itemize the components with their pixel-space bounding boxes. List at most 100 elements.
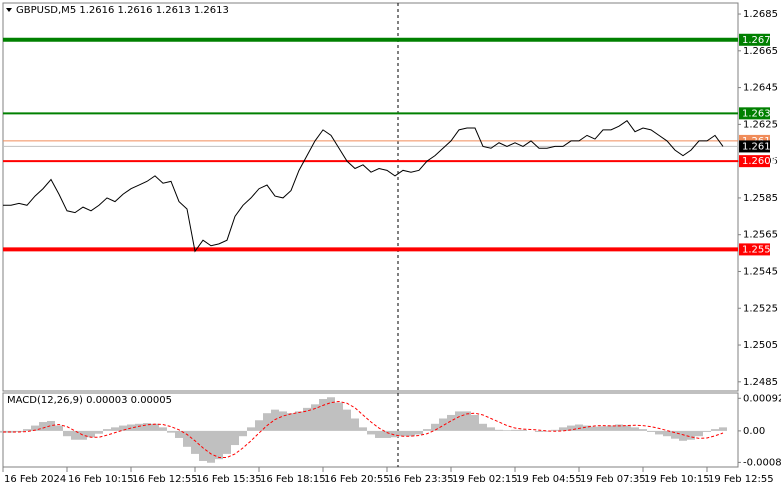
macd-bar xyxy=(703,430,711,432)
macd-bar xyxy=(167,430,175,433)
level-label-box xyxy=(739,33,770,46)
level-label: 1.2557 xyxy=(742,244,777,255)
x-tick-label: 16 Feb 20:55 xyxy=(324,474,390,485)
macd-bar xyxy=(471,414,479,431)
level-label-box xyxy=(739,107,770,120)
macd-bar xyxy=(551,429,559,431)
macd-bar xyxy=(543,430,551,432)
macd-bar xyxy=(367,430,375,435)
macd-bar xyxy=(95,430,103,434)
level-label: 1.2671 xyxy=(742,35,777,46)
y-tick-label: 1.2685 xyxy=(743,9,778,20)
macd-bar xyxy=(15,430,23,432)
macd-bar xyxy=(607,425,615,431)
macd-bar xyxy=(567,425,575,431)
macd-bar xyxy=(31,425,39,431)
macd-bar xyxy=(319,399,327,431)
macd-bar xyxy=(655,430,663,435)
macd-bar xyxy=(463,411,471,431)
macd-bar xyxy=(431,423,439,431)
macd-bar xyxy=(47,420,55,431)
y-tick-label: 1.2625 xyxy=(743,119,778,130)
macd-bar xyxy=(479,423,487,431)
macd-bar xyxy=(143,423,151,431)
macd-bar xyxy=(575,424,583,431)
level-label: 1.2613 xyxy=(742,141,777,152)
level-label-box xyxy=(739,155,770,168)
macd-bar xyxy=(183,430,191,447)
macd-panel xyxy=(2,392,739,468)
x-tick-label: 16 Feb 23:35 xyxy=(388,474,454,485)
macd-bar xyxy=(503,430,511,431)
macd-bar xyxy=(679,430,687,441)
macd-bar xyxy=(199,430,207,461)
macd-bar xyxy=(583,425,591,431)
macd-bar xyxy=(647,430,655,432)
macd-bar xyxy=(175,430,183,438)
macd-bar xyxy=(239,430,247,437)
x-tick-label: 19 Feb 12:55 xyxy=(708,474,774,485)
x-tick-label: 19 Feb 04:55 xyxy=(516,474,582,485)
macd-bar xyxy=(247,427,255,431)
macd-bar xyxy=(415,430,423,435)
macd-bar xyxy=(391,430,399,438)
level-label-box xyxy=(739,243,770,256)
level-label-box xyxy=(739,140,770,153)
macd-bar xyxy=(39,422,47,431)
x-tick-label: 19 Feb 10:15 xyxy=(644,474,710,485)
macd-bar xyxy=(695,430,703,437)
x-tick-label: 19 Feb 02:15 xyxy=(452,474,518,485)
y-tick-label: -0.00089 xyxy=(743,457,781,468)
x-tick-label: 16 Feb 10:15 xyxy=(68,474,134,485)
macd-bar xyxy=(535,430,543,432)
macd-bar xyxy=(495,429,503,431)
macd-bar xyxy=(671,430,679,439)
macd-bar xyxy=(359,427,367,431)
macd-bar xyxy=(399,430,407,437)
macd-bar xyxy=(511,429,519,431)
macd-bar xyxy=(231,430,239,446)
macd-bar xyxy=(103,429,111,431)
macd-bar xyxy=(63,430,71,437)
y-tick-label: 1.2645 xyxy=(743,83,778,94)
y-tick-label: 1.2665 xyxy=(743,46,778,57)
macd-bar xyxy=(631,427,639,431)
macd-bar xyxy=(383,430,391,438)
price-panel xyxy=(2,2,739,392)
macd-bar xyxy=(263,413,271,431)
macd-bar xyxy=(71,430,79,440)
macd-bar xyxy=(207,430,215,463)
macd-bar xyxy=(559,427,567,431)
macd-bar xyxy=(135,423,143,431)
y-tick-label: 0.00 xyxy=(743,426,765,437)
x-tick-label: 19 Feb 07:35 xyxy=(580,474,646,485)
chart-title: GBPUSD,M5 1.2616 1.2616 1.2613 1.2613 xyxy=(16,5,229,16)
macd-bar xyxy=(159,427,167,431)
macd-bar xyxy=(255,420,263,431)
macd-bar xyxy=(303,407,311,431)
macd-bar xyxy=(375,430,383,438)
macd-bar xyxy=(407,430,415,437)
signal-line xyxy=(3,400,724,458)
macd-bar xyxy=(335,402,343,431)
macd-bar xyxy=(615,424,623,431)
macd-bar xyxy=(719,427,727,431)
macd-bar xyxy=(295,411,303,431)
macd-bar xyxy=(223,430,231,454)
macd-bar xyxy=(623,425,631,431)
macd-title: MACD(12,26,9) 0.00003 0.00005 xyxy=(7,395,172,406)
y-tick-label: 0.00092 xyxy=(743,393,781,404)
price-line xyxy=(3,119,724,253)
macd-bar xyxy=(215,430,223,460)
macd-bar xyxy=(351,418,359,431)
x-tick-label: 16 Feb 15:35 xyxy=(196,474,262,485)
macd-bar xyxy=(447,414,455,431)
y-tick-label: 1.2565 xyxy=(743,230,778,241)
macd-bar xyxy=(687,430,695,440)
macd-bar xyxy=(599,426,607,431)
macd-bar xyxy=(663,430,671,437)
macd-bar xyxy=(423,429,431,431)
macd-bar xyxy=(151,423,159,431)
